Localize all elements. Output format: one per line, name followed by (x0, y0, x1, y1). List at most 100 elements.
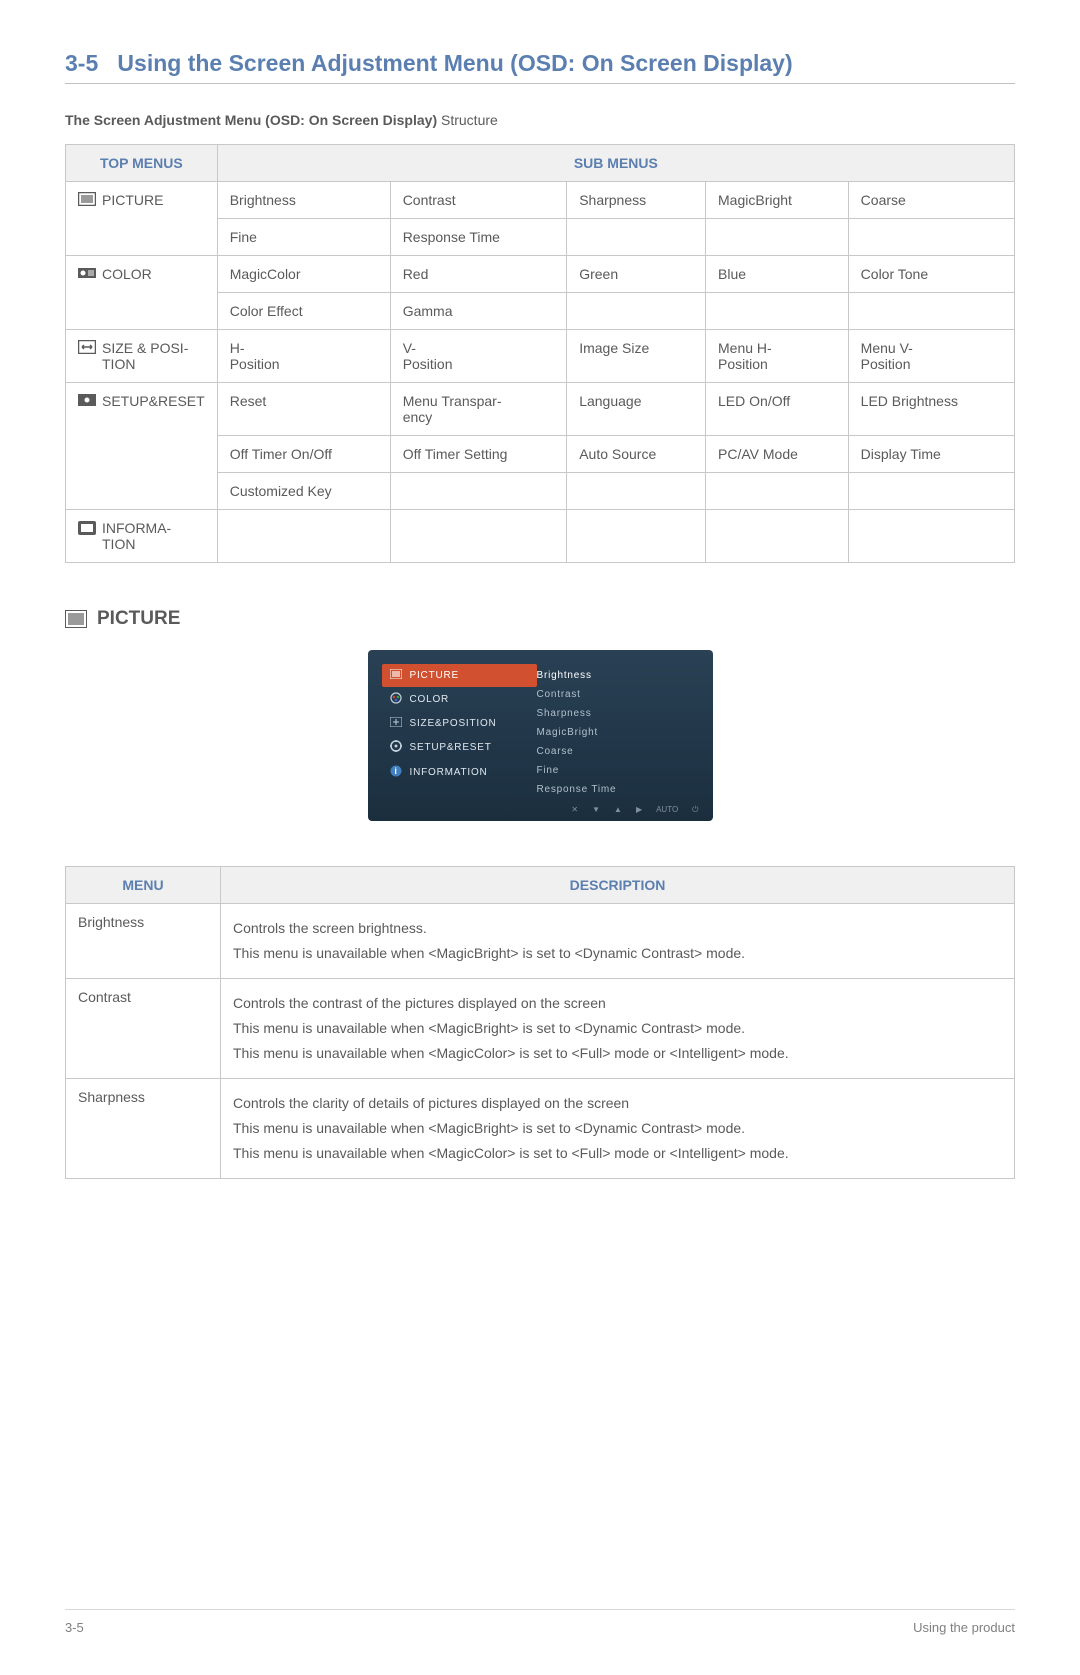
submenu-cell: Red (390, 256, 567, 293)
desc-line: Controls the contrast of the pictures di… (233, 993, 1002, 1014)
submenu-cell: Off Timer On/Off (217, 436, 390, 473)
section-title-text: Using the Screen Adjustment Menu (OSD: O… (117, 50, 792, 76)
submenu-cell (848, 510, 1014, 563)
submenu-cell: Display Time (848, 436, 1014, 473)
desc-menu-sharpness: Sharpness (66, 1079, 221, 1179)
desc-menu-brightness: Brightness (66, 904, 221, 979)
submenu-cell: Response Time (390, 219, 567, 256)
osd-footer-icon: ⏻ (692, 805, 698, 815)
desc-line: Controls the clarity of details of pictu… (233, 1093, 1002, 1114)
structure-table: TOP MENUS SUB MENUS PICTURE BrightnessCon… (65, 144, 1015, 563)
osd-menu-label: COLOR (410, 694, 450, 705)
osd-submenu-list: BrightnessContrastSharpnessMagicBrightCo… (537, 664, 699, 799)
osd-footer-icon: ✕ (571, 805, 578, 815)
osd-footer-icon: AUTO (656, 805, 678, 815)
submenu-cell (848, 219, 1014, 256)
submenu-cell (567, 510, 706, 563)
footer-right: Using the product (913, 1620, 1015, 1635)
submenu-cell: Off Timer Setting (390, 436, 567, 473)
picture-heading: PICTURE (65, 608, 1015, 630)
submenu-cell: Reset (217, 383, 390, 436)
svg-text:i: i (394, 766, 397, 776)
submenu-cell (706, 473, 849, 510)
subtitle-bold: The Screen Adjustment Menu (OSD: On Scre… (65, 112, 437, 128)
submenu-cell (706, 510, 849, 563)
desc-line: Controls the screen brightness. (233, 918, 1002, 939)
info-icon (78, 520, 96, 539)
submenu-cell: Image Size (567, 330, 706, 383)
desc-line: This menu is unavailable when <MagicBrig… (233, 1018, 1002, 1039)
submenu-cell: LED Brightness (848, 383, 1014, 436)
osd-menu-information: iINFORMATION (382, 760, 537, 785)
setup-icon (390, 740, 402, 755)
submenu-cell: MagicColor (217, 256, 390, 293)
submenu-cell: Menu V-Position (848, 330, 1014, 383)
submenu-cell: Language (567, 383, 706, 436)
topmenu-setupreset: SETUP&RESET (66, 383, 218, 510)
submenu-cell: Menu H-Position (706, 330, 849, 383)
info-icon: i (390, 765, 402, 780)
submenu-cell: Auto Source (567, 436, 706, 473)
picture-icon (390, 669, 402, 682)
submenu-cell: Customized Key (217, 473, 390, 510)
submenu-cell (567, 293, 706, 330)
desc-line: This menu is unavailable when <MagicBrig… (233, 943, 1002, 964)
size-icon (78, 340, 96, 357)
topmenu-color: COLOR (66, 256, 218, 330)
osd-footer-icon: ▶ (636, 805, 642, 815)
desc-line: This menu is unavailable when <MagicColo… (233, 1043, 1002, 1064)
submenu-cell: Color Tone (848, 256, 1014, 293)
topmenu-information: INFORMA-TION (66, 510, 218, 563)
osd-menu-sizeposition: SIZE&POSITION (382, 712, 537, 735)
osd-sub-item: Fine (537, 761, 699, 780)
footer-left: 3-5 (65, 1620, 84, 1635)
osd-sub-item: Response Time (537, 780, 699, 799)
submenu-cell: V-Position (390, 330, 567, 383)
color-icon (390, 692, 402, 707)
osd-menu-label: PICTURE (410, 670, 460, 681)
submenu-cell (706, 219, 849, 256)
osd-sub-item: Sharpness (537, 704, 699, 723)
osd-screenshot: PICTURE COLOR SIZE&POSITION SETUP&RESETiINF… (368, 650, 713, 821)
section-number: 3-5 (65, 50, 98, 76)
submenu-cell: Sharpness (567, 182, 706, 219)
osd-sub-item: Contrast (537, 685, 699, 704)
desc-menu-contrast: Contrast (66, 979, 221, 1079)
topmenu-label: PICTURE (102, 192, 163, 208)
header-sub-menus: SUB MENUS (217, 145, 1014, 182)
submenu-cell: Color Effect (217, 293, 390, 330)
picture-icon (65, 610, 87, 628)
osd-footer-icon: ▼ (592, 805, 600, 815)
submenu-cell (848, 293, 1014, 330)
desc-line: This menu is unavailable when <MagicColo… (233, 1143, 1002, 1164)
submenu-cell (390, 473, 567, 510)
osd-menu-setupreset: SETUP&RESET (382, 735, 537, 760)
submenu-cell: Contrast (390, 182, 567, 219)
description-table: MENU DESCRIPTION BrightnessControls the … (65, 866, 1015, 1179)
osd-sub-item: Brightness (537, 666, 699, 685)
osd-footer-icon: ▲ (614, 805, 622, 815)
picture-heading-text: PICTURE (97, 608, 180, 630)
osd-footer: ✕ ▼ ▲ ▶ AUTO ⏻ (368, 799, 713, 815)
subtitle-rest: Structure (437, 112, 498, 128)
topmenu-picture: PICTURE (66, 182, 218, 256)
desc-line: This menu is unavailable when <MagicBrig… (233, 1118, 1002, 1139)
osd-sub-item: Coarse (537, 742, 699, 761)
header-top-menus: TOP MENUS (66, 145, 218, 182)
submenu-cell: Menu Transpar-ency (390, 383, 567, 436)
submenu-cell: Fine (217, 219, 390, 256)
submenu-cell: Brightness (217, 182, 390, 219)
osd-menu-list: PICTURE COLOR SIZE&POSITION SETUP&RESETiINF… (382, 664, 537, 799)
osd-menu-picture: PICTURE (382, 664, 537, 687)
submenu-cell: PC/AV Mode (706, 436, 849, 473)
page-footer: 3-5 Using the product (65, 1609, 1015, 1635)
size-icon (390, 717, 402, 730)
submenu-cell (567, 219, 706, 256)
submenu-cell: Coarse (848, 182, 1014, 219)
submenu-cell: LED On/Off (706, 383, 849, 436)
osd-menu-label: SIZE&POSITION (410, 718, 497, 729)
submenu-cell (390, 510, 567, 563)
desc-text: Controls the screen brightness. This menu… (221, 904, 1015, 979)
desc-text: Controls the clarity of details of pictu… (221, 1079, 1015, 1179)
submenu-cell: Gamma (390, 293, 567, 330)
